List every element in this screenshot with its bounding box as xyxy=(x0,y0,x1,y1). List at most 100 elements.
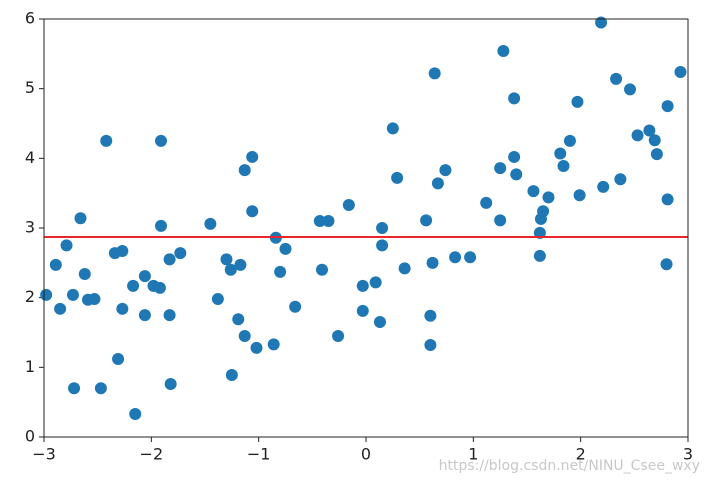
point xyxy=(274,265,287,278)
point xyxy=(250,341,263,354)
point xyxy=(563,134,576,147)
point xyxy=(154,134,167,147)
point xyxy=(533,226,546,239)
point xyxy=(533,249,546,262)
x-tick-label: −3 xyxy=(32,445,56,464)
y-tick-label: 6 xyxy=(25,9,35,28)
point xyxy=(494,162,507,175)
point xyxy=(246,205,259,218)
point xyxy=(322,215,335,228)
point xyxy=(78,267,91,280)
point xyxy=(386,122,399,135)
point xyxy=(537,205,550,218)
point xyxy=(315,263,328,276)
point xyxy=(204,217,217,230)
point xyxy=(510,168,523,181)
point xyxy=(127,279,140,292)
point xyxy=(650,148,663,161)
point xyxy=(373,316,386,329)
point xyxy=(289,300,302,313)
point xyxy=(100,134,113,147)
point xyxy=(439,164,452,177)
point xyxy=(49,258,62,271)
point xyxy=(424,309,437,322)
point xyxy=(163,253,176,266)
point xyxy=(597,180,610,193)
point xyxy=(661,100,674,113)
point xyxy=(573,189,586,202)
point xyxy=(211,293,224,306)
point xyxy=(376,222,389,234)
point xyxy=(554,147,567,160)
point xyxy=(88,293,101,306)
x-tick-label: 2 xyxy=(576,445,586,464)
y-tick-label: 3 xyxy=(25,218,35,237)
point xyxy=(624,83,637,96)
point xyxy=(557,159,570,172)
point xyxy=(342,199,355,212)
x-tick-label: 0 xyxy=(361,445,371,464)
point xyxy=(60,239,73,252)
point xyxy=(610,72,623,85)
y-tick-label: 4 xyxy=(25,148,35,167)
point xyxy=(376,239,389,252)
point xyxy=(595,16,608,29)
point xyxy=(428,67,441,80)
y-tick-label: 0 xyxy=(25,427,35,446)
point xyxy=(631,129,644,142)
point xyxy=(508,92,521,105)
point xyxy=(224,263,237,276)
point xyxy=(112,352,125,365)
point xyxy=(164,378,177,391)
point xyxy=(660,258,673,271)
point xyxy=(220,253,233,266)
point xyxy=(138,270,151,283)
point xyxy=(116,244,129,257)
y-tick-label: 2 xyxy=(25,287,35,306)
point xyxy=(542,191,555,204)
point xyxy=(174,247,187,260)
point xyxy=(40,288,53,301)
point xyxy=(398,262,411,275)
x-tick-label: −2 xyxy=(140,445,164,464)
point xyxy=(279,242,292,255)
point xyxy=(225,368,238,381)
point xyxy=(94,382,107,395)
point xyxy=(332,329,345,342)
point xyxy=(154,219,167,232)
point xyxy=(508,150,521,163)
point xyxy=(313,215,326,228)
y-tick-label: 5 xyxy=(25,78,35,97)
point xyxy=(129,408,142,421)
point xyxy=(420,214,433,227)
point xyxy=(238,329,251,342)
point xyxy=(494,214,507,227)
point xyxy=(480,196,493,209)
point xyxy=(648,134,661,147)
point xyxy=(424,339,437,352)
point xyxy=(527,185,540,198)
point xyxy=(449,251,462,264)
point xyxy=(74,212,87,225)
point xyxy=(661,193,674,206)
point xyxy=(246,150,259,163)
point xyxy=(356,279,369,292)
x-tick-label: −1 xyxy=(247,445,271,464)
point xyxy=(643,124,656,137)
point xyxy=(163,309,176,322)
point xyxy=(369,276,382,289)
point xyxy=(497,45,510,58)
watermark: https://blog.csdn.net/NINU_Csee_wxy xyxy=(439,458,700,474)
x-tick-label: 3 xyxy=(683,445,693,464)
point xyxy=(356,304,369,317)
x-tick-label: 1 xyxy=(468,445,478,464)
point xyxy=(232,313,245,326)
plot-frame xyxy=(43,18,689,438)
point xyxy=(614,173,627,186)
point xyxy=(238,164,251,177)
point xyxy=(54,302,67,315)
point xyxy=(571,95,584,108)
y-tick-label: 1 xyxy=(25,357,35,376)
point xyxy=(426,256,439,269)
